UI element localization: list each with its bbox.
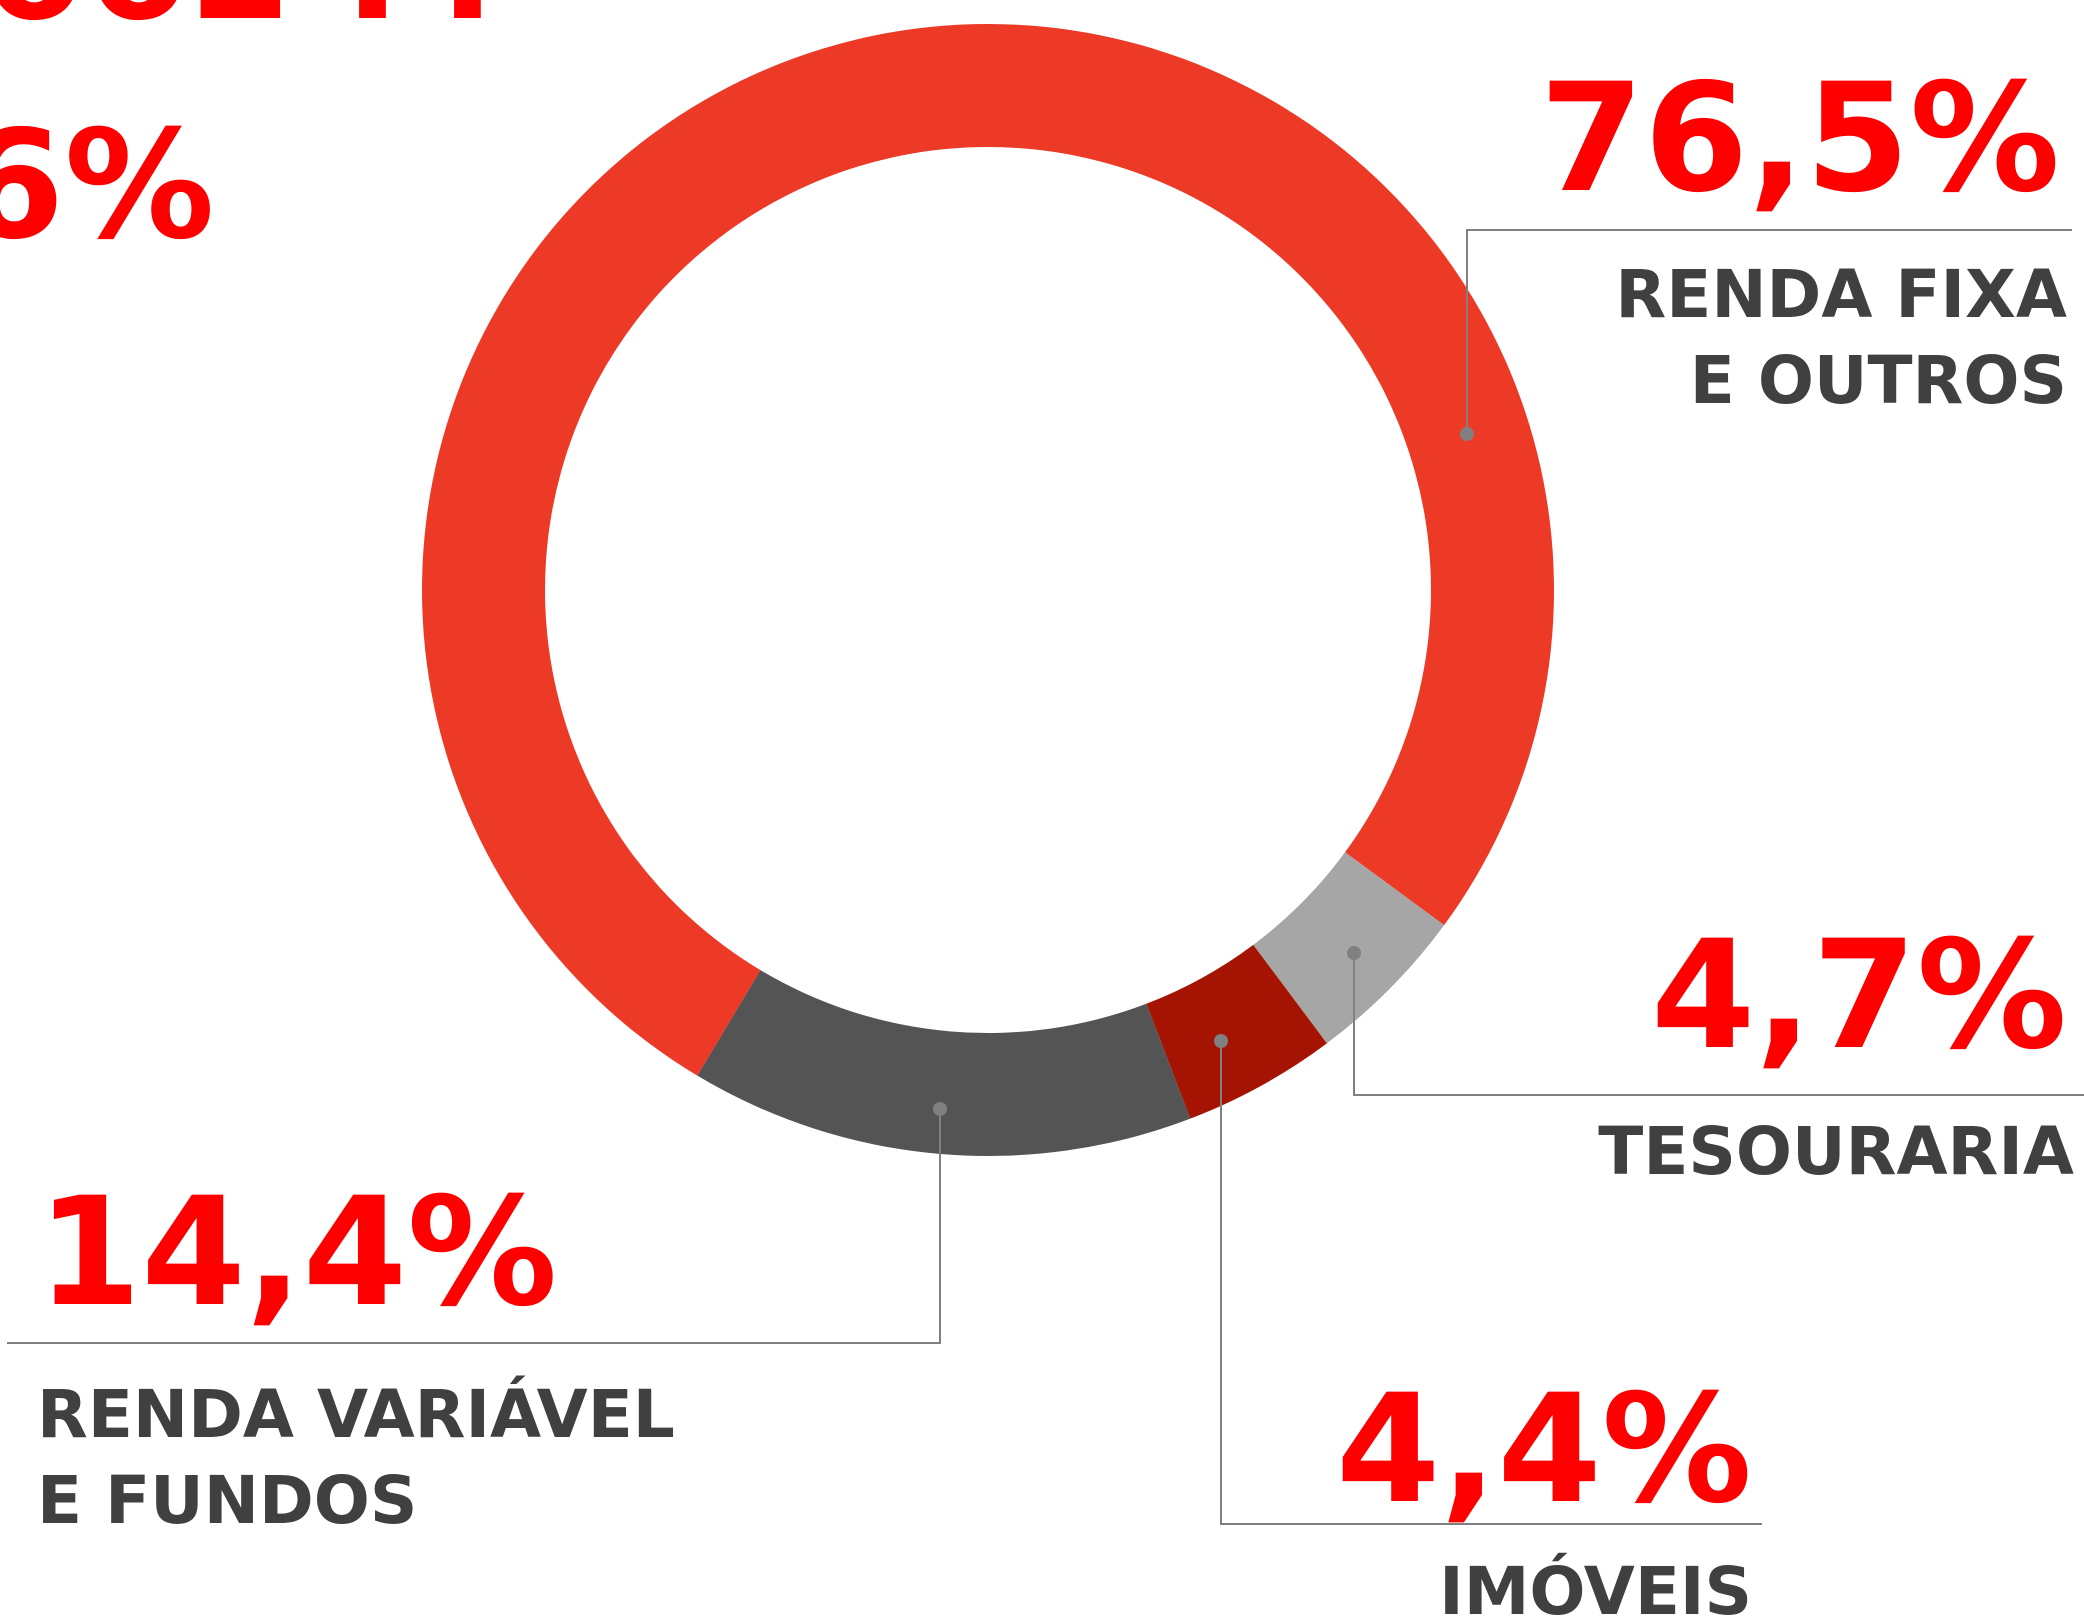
leader-dot (1460, 427, 1474, 441)
category-label: TESOURARIA (1598, 1113, 2074, 1190)
category-label: E OUTROS (1690, 342, 2067, 419)
value-label: 4,7% (1651, 909, 2067, 1083)
leader-line (7, 1109, 941, 1344)
leader-dot (1214, 1034, 1228, 1048)
donut-segment (697, 970, 1191, 1156)
value-label: 14,4% (37, 1166, 557, 1340)
donut-segment (1146, 944, 1327, 1119)
donut (422, 24, 1555, 1156)
value-label: 4,4% (1336, 1363, 1752, 1537)
category-label: RENDA FIXA (1615, 256, 2067, 333)
leader-dot (933, 1102, 947, 1116)
header-amount: 662 M (0, 0, 495, 54)
leader-line (1466, 229, 2072, 434)
category-label: E FUNDOS (37, 1462, 417, 1539)
category-label: RENDA VARIÁVEL (37, 1375, 675, 1453)
leader-line (1220, 1041, 1762, 1525)
leader-line (1353, 953, 2084, 1096)
header-change: 6% (0, 99, 215, 273)
value-label: 76,5% (1540, 52, 2060, 226)
donut-segment (1253, 852, 1445, 1044)
leader-dot (1347, 946, 1361, 960)
category-label: IMÓVEIS (1439, 1553, 1752, 1618)
